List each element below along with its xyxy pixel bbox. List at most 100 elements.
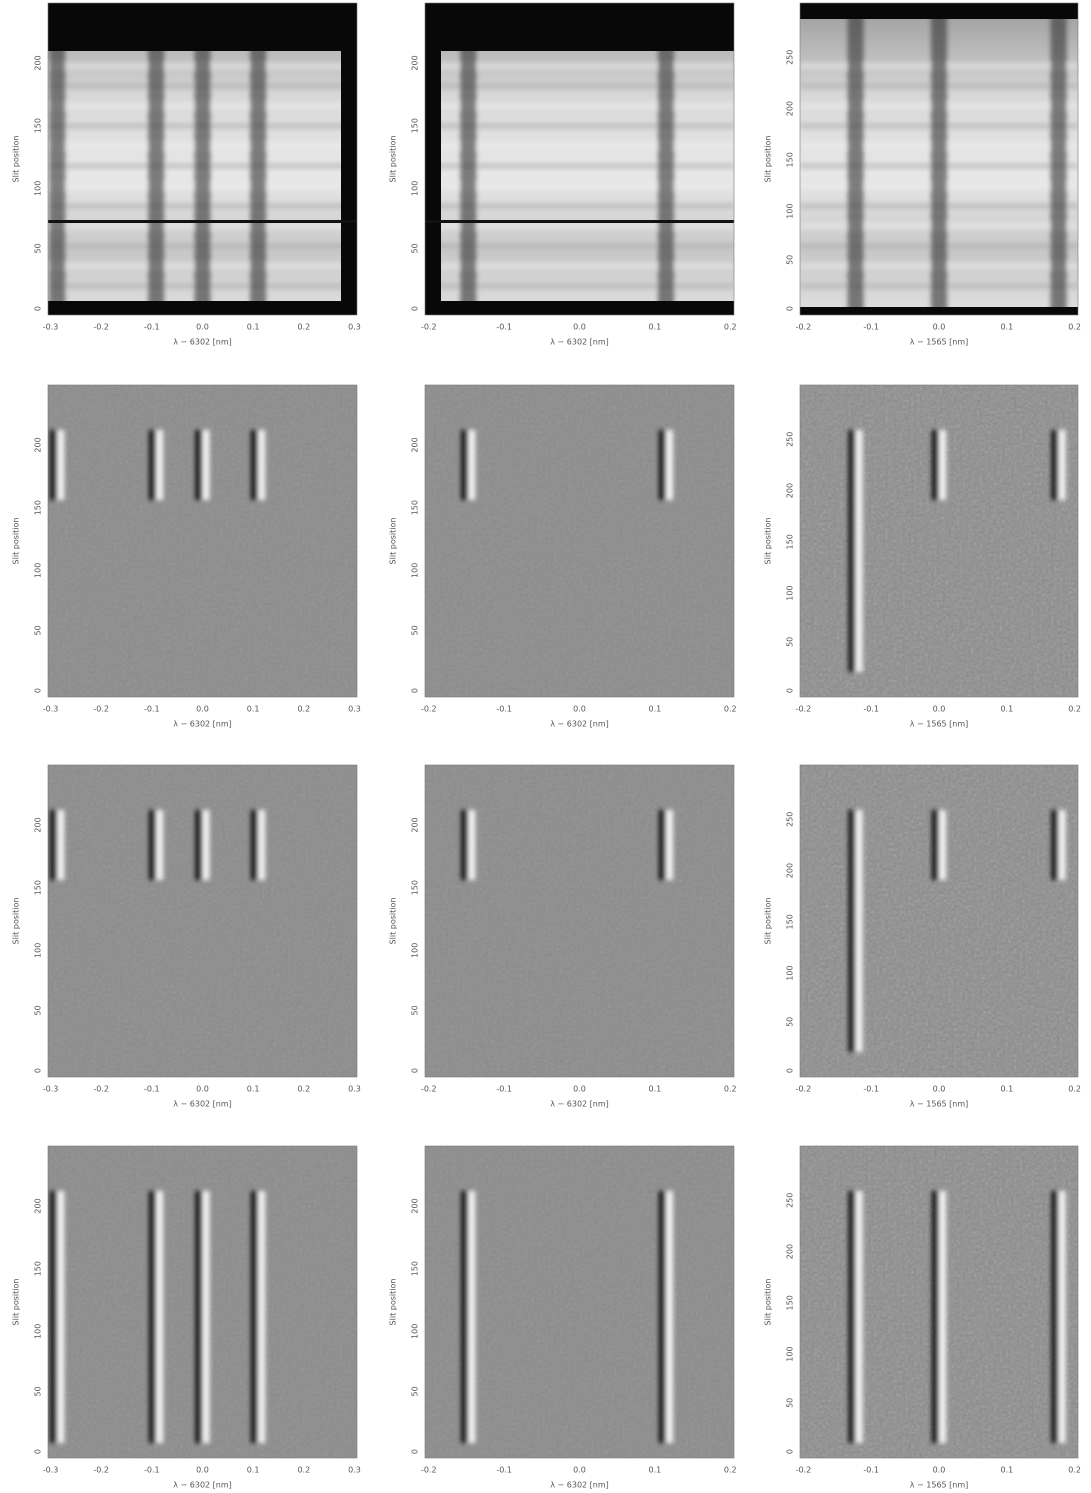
y-tick-label: 150 <box>786 1295 795 1310</box>
x-tick-label: 0.0 <box>196 1466 209 1475</box>
x-tick-label: -0.1 <box>863 323 879 332</box>
y-tick-label: 50 <box>411 625 420 635</box>
streak-dark <box>50 1191 57 1443</box>
y-tick-label: 100 <box>34 563 43 578</box>
y-tick-label: 50 <box>411 1005 420 1015</box>
x-tick-label: 0.1 <box>247 1085 260 1094</box>
x-tick-label: 0.2 <box>1068 1466 1081 1475</box>
x-axis-label: λ − 1565 [nm] <box>910 720 969 729</box>
x-tick-label: 0.2 <box>1068 1085 1081 1094</box>
streak-light <box>258 1191 265 1443</box>
x-axis-label: λ − 6302 [nm] <box>550 1100 609 1109</box>
y-tick-label: 150 <box>34 880 43 895</box>
absorption-line <box>848 3 864 315</box>
panel-image <box>425 1146 734 1458</box>
y-tick-label: 200 <box>786 483 795 498</box>
y-axis-label: Slit position <box>389 518 398 565</box>
y-tick-label: 50 <box>34 1005 43 1015</box>
x-tick-label: 0.1 <box>648 323 661 332</box>
x-tick-label: -0.1 <box>863 705 879 714</box>
y-tick-label: 0 <box>786 1068 795 1073</box>
y-tick-label: 0 <box>411 1068 420 1073</box>
streak-dark <box>149 430 156 500</box>
x-tick-label: 0.3 <box>348 323 361 332</box>
mask-side <box>341 3 357 315</box>
y-tick-label: 0 <box>786 306 795 311</box>
x-tick-label: 0.1 <box>247 705 260 714</box>
y-tick-label: 100 <box>786 965 795 980</box>
streak-dark <box>251 430 258 500</box>
x-tick-label: 0.0 <box>573 1466 586 1475</box>
y-tick-label: 200 <box>786 1244 795 1259</box>
panel-image <box>425 385 734 697</box>
y-axis-label: Slit position <box>389 898 398 945</box>
y-tick-label: 0 <box>34 306 43 311</box>
y-tick-label: 250 <box>786 432 795 447</box>
x-tick-label: -0.3 <box>43 323 59 332</box>
y-tick-label: 200 <box>34 817 43 832</box>
y-tick-label: 150 <box>34 1261 43 1276</box>
x-axis-label: λ − 6302 [nm] <box>173 1100 232 1109</box>
y-tick-label: 100 <box>786 1346 795 1361</box>
x-tick-label: 0.3 <box>348 1466 361 1475</box>
x-tick-label: 0.2 <box>297 1466 310 1475</box>
x-axis-label: λ − 6302 [nm] <box>173 338 232 347</box>
y-tick-label: 50 <box>411 1386 420 1396</box>
spectral-panel: -0.2-0.10.00.10.2050100150200250λ − 1565… <box>764 385 1081 729</box>
y-tick-label: 250 <box>786 1193 795 1208</box>
x-tick-label: 0.2 <box>1068 323 1081 332</box>
streak-light <box>939 430 946 500</box>
streak-dark <box>196 810 203 880</box>
streak-dark <box>932 810 939 880</box>
x-tick-label: 0.1 <box>1000 323 1013 332</box>
y-tick-label: 50 <box>786 1398 795 1408</box>
streak-light <box>856 810 863 1052</box>
streak-dark <box>659 1191 666 1443</box>
streak-light <box>203 810 210 880</box>
y-tick-label: 0 <box>786 688 795 693</box>
x-tick-label: -0.2 <box>796 1466 812 1475</box>
absorption-line <box>931 3 947 315</box>
y-tick-label: 100 <box>411 943 420 958</box>
x-tick-label: 0.2 <box>297 705 310 714</box>
x-tick-label: -0.2 <box>796 705 812 714</box>
streak-light <box>1059 430 1066 500</box>
x-axis-label: λ − 6302 [nm] <box>173 1481 232 1490</box>
streak-light <box>203 1191 210 1443</box>
spectral-panel: -0.2-0.10.00.10.2050100150200λ − 6302 [n… <box>389 765 737 1109</box>
x-tick-label: -0.1 <box>496 323 512 332</box>
streak-light <box>468 1191 475 1443</box>
spectral-panel: -0.2-0.10.00.10.2050100150200λ − 6302 [n… <box>389 3 737 347</box>
streak-dark <box>149 810 156 880</box>
x-tick-label: 0.0 <box>933 705 946 714</box>
y-axis-label: Slit position <box>12 898 21 945</box>
streak-light <box>1059 1191 1066 1443</box>
y-tick-label: 100 <box>34 1324 43 1339</box>
x-axis-label: λ − 6302 [nm] <box>173 720 232 729</box>
mask-bottom <box>425 301 734 315</box>
x-tick-label: -0.1 <box>863 1085 879 1094</box>
x-tick-label: -0.3 <box>43 1085 59 1094</box>
spectral-panel: -0.3-0.2-0.10.00.10.20.3050100150200λ − … <box>12 385 361 729</box>
x-tick-label: -0.2 <box>421 1085 437 1094</box>
x-tick-label: 0.2 <box>1068 705 1081 714</box>
y-axis-label: Slit position <box>764 518 773 565</box>
streak-dark <box>1052 430 1059 500</box>
y-tick-label: 200 <box>411 817 420 832</box>
y-tick-label: 200 <box>34 1198 43 1213</box>
y-tick-label: 200 <box>34 55 43 70</box>
x-tick-label: 0.1 <box>247 1466 260 1475</box>
x-tick-label: 0.1 <box>247 323 260 332</box>
mask-side <box>425 3 441 315</box>
x-tick-label: 0.0 <box>196 1085 209 1094</box>
y-tick-label: 0 <box>786 1449 795 1454</box>
panel-image <box>800 1146 1078 1458</box>
x-tick-label: -0.2 <box>93 705 109 714</box>
y-tick-label: 0 <box>411 688 420 693</box>
x-tick-label: 0.3 <box>348 705 361 714</box>
streak-light <box>939 1191 946 1443</box>
x-axis-label: λ − 1565 [nm] <box>910 338 969 347</box>
x-tick-label: -0.1 <box>144 1466 160 1475</box>
